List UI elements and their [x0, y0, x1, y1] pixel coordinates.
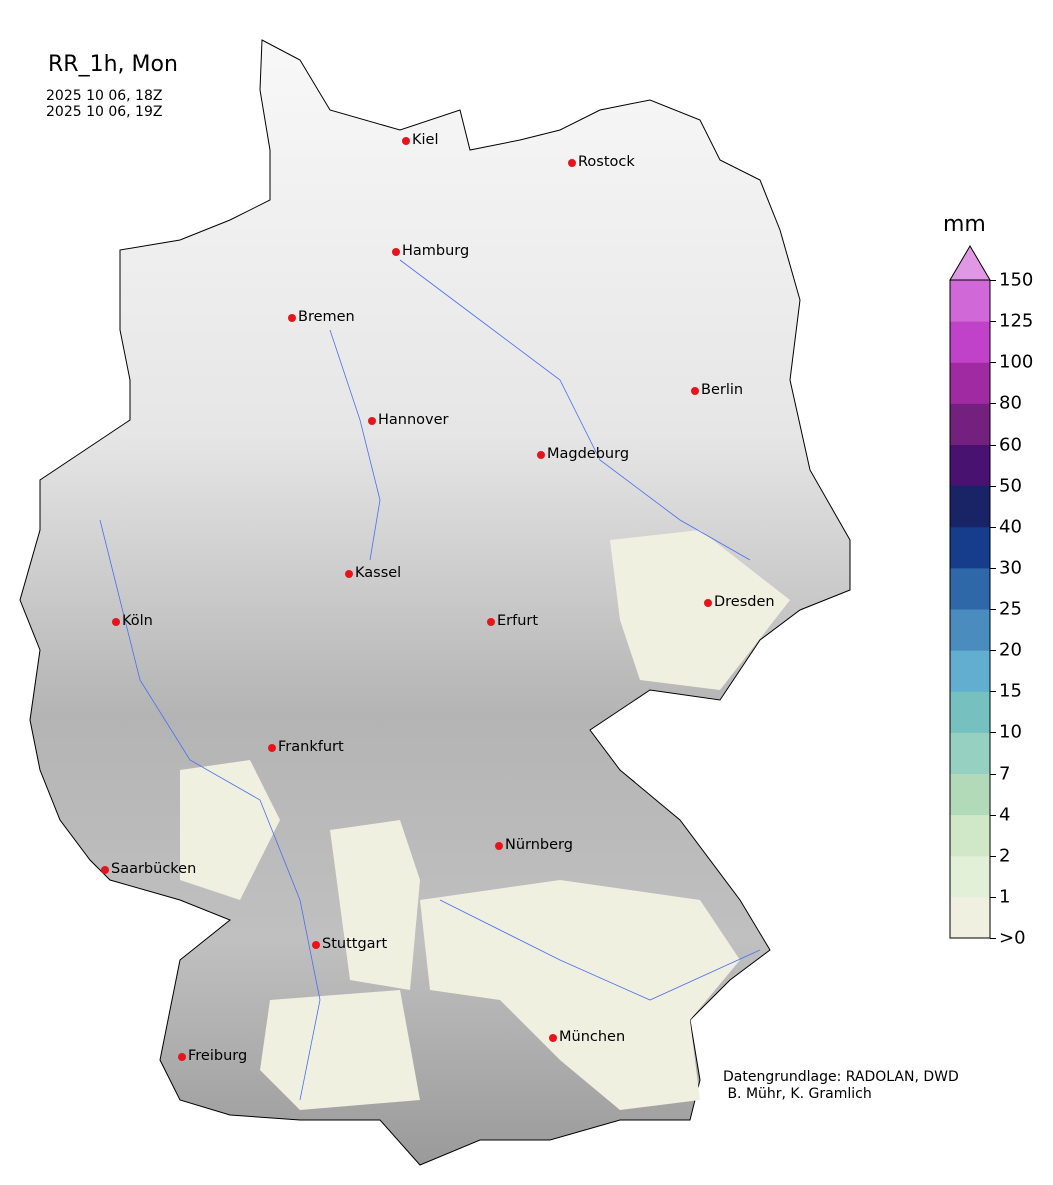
colorbar-tick-label: 30	[999, 557, 1022, 579]
colorbar-segment	[950, 691, 990, 733]
city-label: Stuttgart	[322, 936, 388, 952]
city-label: Nürnberg	[505, 837, 573, 853]
city-marker	[495, 842, 503, 850]
colorbar-segment	[950, 526, 990, 569]
credit-source: Datengrundlage: RADOLAN, DWD	[723, 1069, 959, 1085]
colorbar-tick-label: 80	[999, 392, 1022, 414]
valid-time-start: 2025 10 06, 18Z	[46, 88, 163, 104]
colorbar-tick-label: 4	[999, 804, 1011, 826]
colorbar-tick-label: 7	[999, 763, 1011, 784]
city-marker	[691, 387, 699, 395]
colorbar-segment	[950, 280, 990, 322]
light-rain-areas	[180, 530, 790, 1110]
city-marker	[487, 618, 495, 626]
colorbar-segment	[950, 567, 990, 610]
city-label: Bremen	[298, 309, 355, 325]
city-marker	[537, 451, 545, 459]
credit-authors: B. Mühr, K. Gramlich	[723, 1086, 872, 1102]
colorbar-segment	[950, 855, 990, 898]
colorbar-tick-mark	[990, 938, 996, 939]
colorbar-tick-mark	[990, 814, 996, 816]
colorbar-segment	[950, 773, 990, 816]
city-label: Kiel	[412, 132, 439, 148]
city-label: Kassel	[355, 565, 402, 581]
colorbar-segment	[950, 650, 990, 692]
city-label: Hamburg	[402, 243, 470, 259]
colorbar-tick-mark	[990, 567, 996, 569]
city-label: Magdeburg	[547, 446, 630, 462]
colorbar-tick-mark	[990, 896, 996, 898]
colorbar-tick-label: >0	[999, 927, 1026, 949]
colorbar-tick-mark	[990, 650, 996, 652]
city-marker	[178, 1053, 186, 1061]
city-marker	[392, 248, 400, 256]
city-marker	[568, 159, 576, 167]
colorbar-tick-mark	[990, 321, 996, 323]
colorbar-tick-label: 25	[999, 598, 1022, 620]
colorbar-tick-label: 125	[999, 310, 1034, 332]
city-label: München	[559, 1029, 626, 1045]
colorbar-segment	[950, 814, 990, 857]
colorbar-extend-arrow	[949, 245, 991, 281]
map-title: RR_1h, Mon	[48, 52, 178, 77]
colorbar-segment	[950, 321, 990, 363]
city-marker	[312, 941, 320, 949]
city-marker	[345, 570, 353, 578]
city-label: Saarbücken	[111, 861, 197, 877]
colorbar-tick-mark	[990, 403, 996, 405]
city-marker	[101, 866, 109, 874]
city-label: Dresden	[714, 594, 775, 610]
credit: Datengrundlage: RADOLAN, DWD B. Mühr, K.…	[723, 1069, 959, 1103]
colorbar-tick-mark	[990, 855, 996, 857]
colorbar-tick-label: 50	[999, 475, 1022, 497]
colorbar-tick-mark	[990, 362, 996, 364]
colorbar-tick-mark	[990, 444, 996, 446]
colorbar-segment	[950, 896, 990, 939]
city-label: Erfurt	[497, 613, 539, 629]
colorbar-tick-label: 10	[999, 721, 1022, 743]
colorbar-tick-mark	[990, 691, 996, 693]
colorbar-tick-mark	[990, 773, 996, 775]
colorbar-segment	[950, 485, 990, 528]
colorbar-segment	[950, 609, 990, 651]
colorbar-tick-label: 100	[999, 351, 1034, 373]
city-label: Freiburg	[188, 1048, 248, 1064]
colorbar-tick-label: 1	[999, 886, 1011, 908]
rivers	[99, 259, 761, 1101]
colorbar-unit: mm	[943, 212, 986, 237]
city-label: Hannover	[378, 412, 449, 428]
city-label: Köln	[122, 613, 153, 629]
colorbar-tick-mark	[990, 280, 996, 281]
colorbar-tick-label: 20	[999, 639, 1022, 661]
colorbar-tick-label: 150	[999, 269, 1034, 291]
city-marker	[268, 744, 276, 752]
city-marker	[288, 314, 296, 322]
city-label: Berlin	[701, 382, 744, 398]
city-marker	[704, 599, 712, 607]
city-label: Frankfurt	[278, 739, 344, 755]
colorbar-segment	[950, 444, 990, 487]
colorbar-tick-mark	[990, 485, 996, 487]
colorbar-segment	[950, 362, 990, 404]
colorbar-segment	[950, 403, 990, 445]
colorbar-tick-mark	[990, 609, 996, 610]
colorbar-tick-mark	[990, 526, 996, 528]
city-marker	[112, 618, 120, 626]
city-label: Rostock	[578, 154, 635, 170]
colorbar-tick-label: 2	[999, 845, 1011, 867]
colorbar-tick-label: 40	[999, 516, 1022, 538]
colorbar-tick-label: 15	[999, 680, 1022, 702]
city-marker	[402, 137, 410, 145]
city-marker	[549, 1034, 557, 1042]
city-marker	[368, 417, 376, 425]
valid-time-end: 2025 10 06, 19Z	[46, 104, 163, 120]
colorbar-tick-mark	[990, 732, 996, 734]
colorbar-tick-label: 60	[999, 434, 1022, 455]
colorbar-segment	[950, 732, 990, 774]
